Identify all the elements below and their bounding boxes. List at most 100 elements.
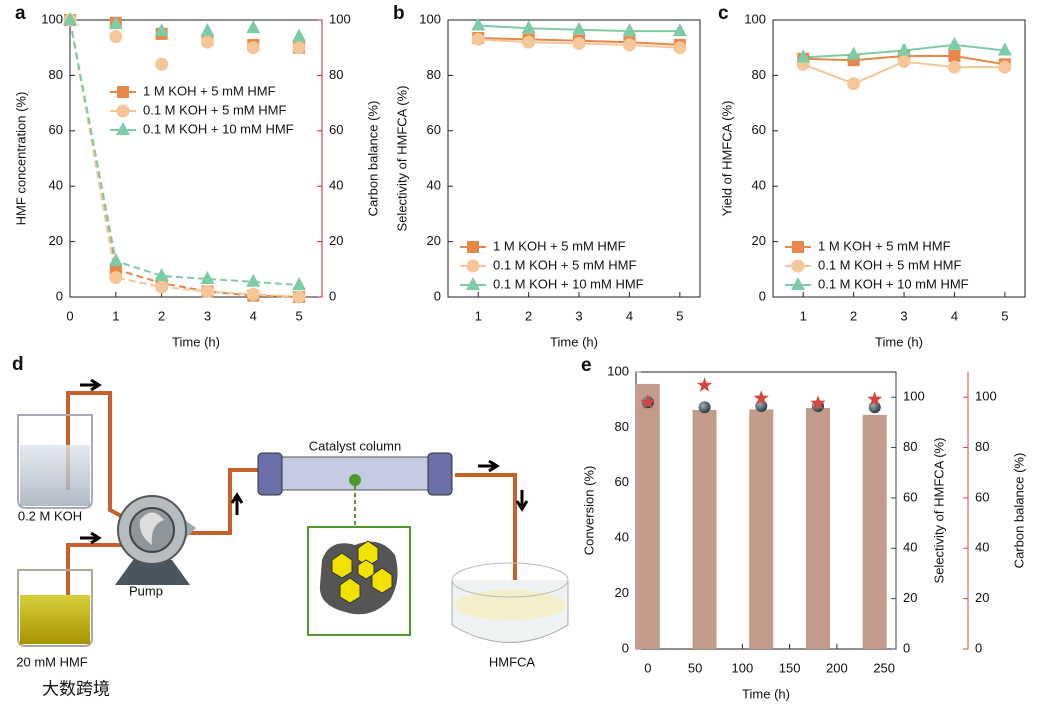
marker [154, 267, 169, 281]
marker [200, 284, 214, 298]
marker [753, 390, 769, 405]
pump-label: Pump [129, 583, 163, 598]
bar [862, 414, 887, 649]
dish-rim [451, 562, 569, 598]
y-tick-label: 40 [49, 178, 63, 193]
panel-label: a [15, 3, 26, 24]
marker [63, 12, 77, 25]
y2-tick-label: 60 [329, 122, 343, 137]
series-line [69, 19, 300, 298]
y2-tick-label: 60 [903, 489, 917, 504]
legend-marker [792, 241, 804, 253]
y-tick-label: 100 [419, 11, 441, 26]
y3-tick-label: 0 [975, 640, 982, 655]
x-axis-label: Time (h) [875, 334, 923, 349]
process-diagram: d 0.2 M KOH 20 mM HMF Pump Catalyst colu… [12, 354, 569, 698]
x-tick-label: 1 [800, 308, 807, 323]
marker [847, 77, 861, 91]
x-tick-label: 1 [112, 308, 119, 323]
marker [947, 60, 961, 74]
pump-swirl [139, 512, 164, 545]
marker [109, 30, 123, 44]
marker [796, 49, 811, 63]
x-tick-label: 1 [475, 308, 482, 323]
x-tick-label: 50 [688, 660, 702, 675]
y-tick-label: 20 [752, 233, 766, 248]
legend-label: 1 M KOH + 5 mM HMF [143, 83, 276, 98]
x-tick-label: 2 [158, 308, 165, 323]
flow-arrow [515, 490, 529, 512]
y2-tick-label: 20 [329, 233, 343, 248]
y-axis-label: Conversion (%) [581, 466, 596, 556]
x-tick-label: 3 [575, 308, 582, 323]
marker [521, 20, 536, 34]
series-line [69, 19, 300, 287]
y-tick-label: 80 [752, 67, 766, 82]
marker [947, 36, 962, 50]
y-tick-label: 20 [615, 585, 629, 600]
feed-label: 20 mM HMF [16, 654, 88, 669]
y3-tick-label: 80 [975, 439, 989, 454]
y-axis-label: Selectivity of HMFCA (%) [394, 86, 409, 232]
x-tick-label: 2 [525, 308, 532, 323]
marker [292, 290, 306, 304]
feed-label: 0.2 M KOH [18, 508, 82, 523]
y-tick-label: 60 [615, 474, 629, 489]
column-label: Catalyst column [309, 438, 401, 453]
y-tick-label: 80 [49, 67, 63, 82]
plot-frame [447, 19, 701, 298]
flow-arrow [80, 378, 102, 392]
y2-tick-label: 40 [903, 540, 917, 555]
marker [867, 391, 883, 406]
legend-label: 0.1 M KOH + 5 mM HMF [143, 102, 286, 117]
marker [948, 50, 961, 63]
hmf-solution [20, 595, 90, 644]
x-tick-label: 250 [873, 660, 895, 675]
y2-tick-label: 100 [903, 389, 925, 404]
x-tick-label: 3 [204, 308, 211, 323]
column-cap [427, 452, 453, 496]
y-tick-label: 20 [49, 233, 63, 248]
catalyst-particles [331, 540, 393, 604]
y-tick-label: 40 [427, 178, 441, 193]
y-tick-label: 0 [759, 288, 766, 303]
legend-label: 1 M KOH + 5 mM HMF [493, 238, 626, 253]
legend-marker [467, 241, 479, 253]
y3-tick-label: 40 [975, 540, 989, 555]
marker [246, 273, 261, 287]
marker [572, 37, 586, 51]
y2-tick-label: 20 [903, 590, 917, 605]
bar [635, 383, 660, 649]
x-tick-label: 150 [779, 660, 801, 675]
flow-arrow [230, 492, 244, 515]
marker [622, 23, 637, 37]
marker [109, 271, 123, 285]
x-tick-label: 0 [66, 308, 73, 323]
x-tick-label: 5 [676, 308, 683, 323]
marker [292, 277, 307, 291]
y3-tick-label: 20 [975, 590, 989, 605]
hmfca-solution [454, 590, 566, 620]
pipe [66, 391, 126, 520]
x-axis-label: Time (h) [742, 686, 790, 701]
marker [108, 16, 123, 30]
y2-tick-label: 80 [903, 439, 917, 454]
y3-tick-label: 60 [975, 489, 989, 504]
x-tick-label: 200 [826, 660, 848, 675]
x-tick-label: 5 [1001, 308, 1008, 323]
y3-tick-label: 100 [975, 389, 997, 404]
legend-marker [466, 277, 480, 290]
x-axis-label: Time (h) [550, 334, 598, 349]
y2-tick-label: 0 [903, 640, 910, 655]
beaker [17, 569, 93, 647]
marker [673, 41, 687, 55]
marker [672, 23, 687, 37]
bar [692, 409, 717, 649]
marker [155, 280, 169, 294]
pipe [185, 468, 258, 535]
legend-label: 0.1 M KOH + 10 mM HMF [818, 276, 969, 291]
panel-label: e [581, 355, 592, 376]
x-tick-label: 4 [250, 308, 257, 323]
legend-marker [791, 259, 805, 273]
